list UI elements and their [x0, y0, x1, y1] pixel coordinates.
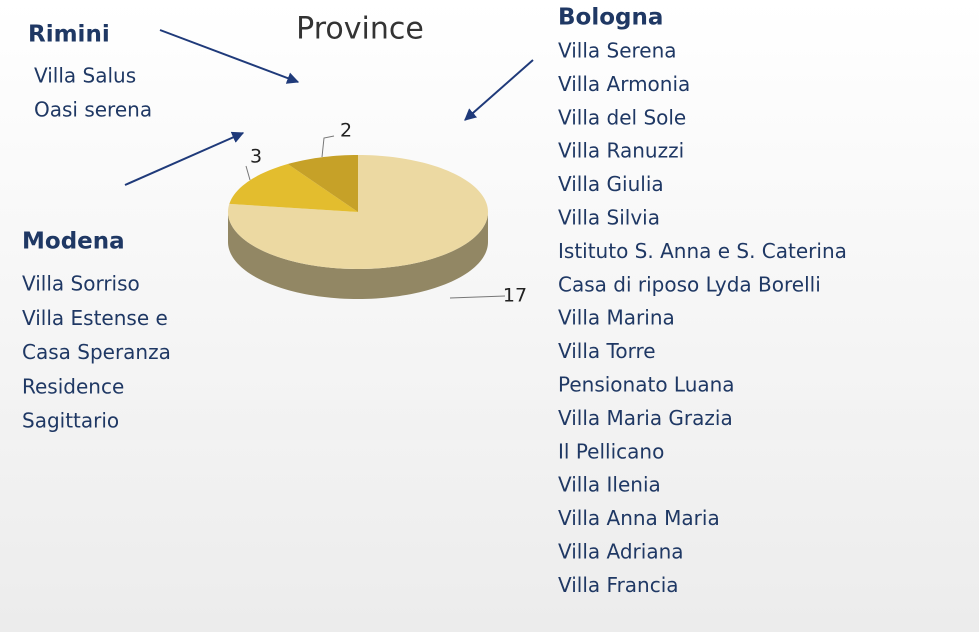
- list-item: Villa Serena: [558, 39, 677, 63]
- leader-line: [449, 295, 506, 299]
- list-item: Villa Estense e: [22, 306, 168, 330]
- list-item: Villa Ranuzzi: [558, 139, 684, 163]
- list-item: Casa Speranza: [22, 340, 171, 364]
- data-label: 17: [503, 285, 527, 307]
- data-label: 2: [340, 120, 352, 142]
- group-heading: Rimini: [28, 22, 110, 48]
- list-item: Villa Anna Maria: [558, 506, 720, 530]
- list-item: Villa Marina: [558, 306, 675, 330]
- list-item: Villa Ilenia: [558, 473, 661, 497]
- pie-slice: [229, 164, 358, 212]
- list-item: Il Pellicano: [558, 439, 664, 463]
- leader-line: [245, 165, 251, 181]
- list-item: Casa di riposo Lyda Borelli: [558, 272, 821, 296]
- list-item: Oasi serena: [34, 98, 152, 122]
- data-label: 3: [250, 146, 262, 168]
- list-item: Villa Sorriso: [22, 272, 140, 296]
- list-item: Villa del Sole: [558, 105, 686, 129]
- arrow: [464, 59, 534, 121]
- list-item: Villa Silvia: [558, 206, 660, 230]
- pie-slice: [228, 155, 488, 269]
- list-item: Pensionato Luana: [558, 373, 735, 397]
- list-item: Villa Armonia: [558, 72, 690, 96]
- list-item: Residence: [22, 374, 124, 398]
- group-heading: Modena: [22, 229, 125, 255]
- leader-line: [321, 135, 335, 158]
- list-item: Villa Adriana: [558, 540, 684, 564]
- list-item: Sagittario: [22, 409, 119, 433]
- list-item: Villa Francia: [558, 573, 679, 597]
- list-item: Villa Salus: [34, 64, 136, 88]
- chart-title: Province: [296, 12, 424, 47]
- list-item: Villa Torre: [558, 339, 656, 363]
- arrow: [159, 29, 300, 84]
- list-item: Villa Giulia: [558, 172, 664, 196]
- group-heading: Bologna: [558, 5, 663, 31]
- pie-slice: [287, 155, 358, 212]
- pie-side: [228, 212, 488, 299]
- list-item: Villa Maria Grazia: [558, 406, 733, 430]
- arrow: [124, 131, 245, 186]
- list-item: Istituto S. Anna e S. Caterina: [558, 239, 847, 263]
